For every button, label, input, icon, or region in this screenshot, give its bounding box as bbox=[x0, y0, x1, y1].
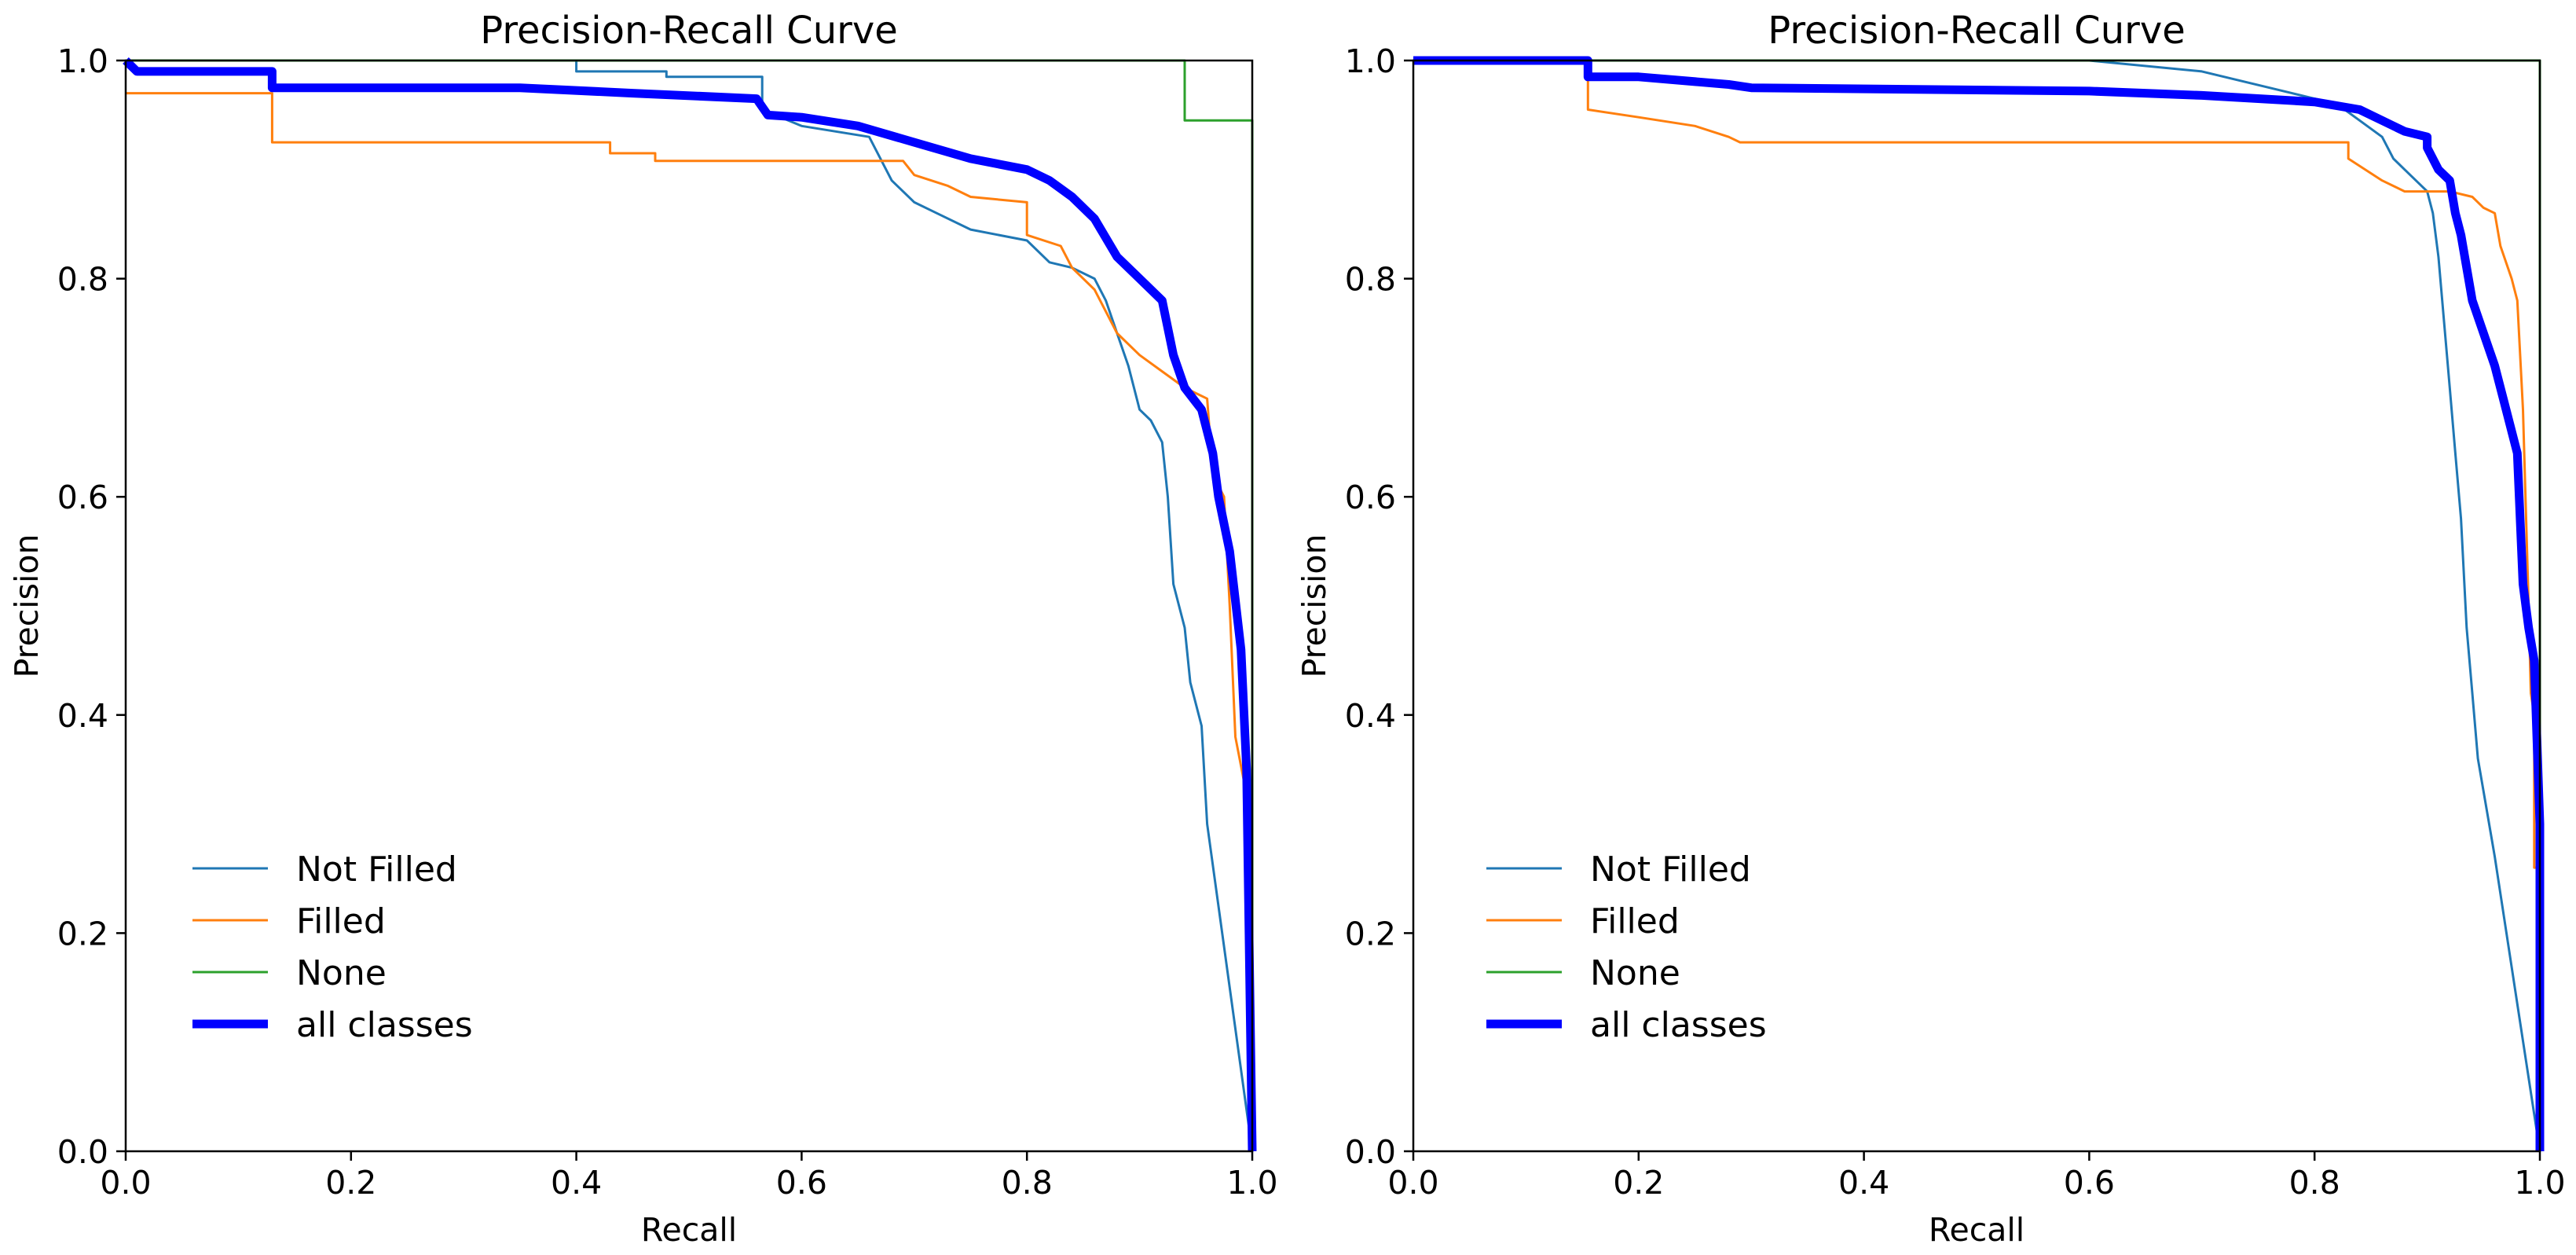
series-line-not-filled bbox=[126, 59, 1254, 1152]
x-tick-label: 0.6 bbox=[2064, 1164, 2115, 1202]
x-tick-label: 0.8 bbox=[1002, 1164, 1053, 1202]
y-tick-label: 0.6 bbox=[57, 479, 108, 516]
x-tick-label: 1.0 bbox=[2514, 1164, 2565, 1202]
legend-label-none: None bbox=[1590, 953, 1680, 993]
y-tick-label: 0.4 bbox=[57, 697, 108, 735]
series-line-all-classes bbox=[1413, 56, 2545, 1151]
y-tick-label: 0.2 bbox=[57, 915, 108, 952]
y-tick-label: 0.8 bbox=[1345, 261, 1396, 299]
legend-label-none: None bbox=[296, 953, 387, 993]
x-axis-label: Recall bbox=[1929, 1211, 2025, 1249]
legend-item-none: None bbox=[1486, 953, 1680, 993]
chart-panel-right: 0.0 0.2 0.4 0.6 0.8 1.0 0.0 0.2 0.4 0.6 0.8 1.0 Prec… bbox=[1295, 9, 2566, 1249]
legend-label-not-filled: Not Filled bbox=[296, 850, 457, 890]
axes-frame bbox=[1412, 59, 2541, 1153]
x-tick-label: 1.0 bbox=[1226, 1164, 1277, 1202]
legend-item-not-filled: Not Filled bbox=[1486, 850, 1751, 890]
series-line-all-classes bbox=[123, 57, 1257, 1152]
legend-label-filled: Filled bbox=[296, 901, 386, 941]
x-tick-label: 0.6 bbox=[776, 1164, 827, 1202]
y-tick-label: 0.4 bbox=[1345, 697, 1396, 735]
y-tick-label: 1.0 bbox=[57, 42, 108, 80]
x-tick-label: 0.2 bbox=[325, 1164, 376, 1202]
x-tick-label: 0.4 bbox=[551, 1164, 602, 1202]
x-axis-label: Recall bbox=[641, 1211, 737, 1249]
chart-title: Precision-Recall Curve bbox=[1768, 9, 2186, 53]
y-axis-label: Precision bbox=[8, 534, 46, 678]
x-tick-label: 0.8 bbox=[2289, 1164, 2340, 1202]
legend-label-all-classes: all classes bbox=[1590, 1005, 1767, 1045]
chart-title: Precision-Recall Curve bbox=[480, 9, 898, 53]
y-tick-label: 0.8 bbox=[57, 261, 108, 299]
y-tick-label: 1.0 bbox=[1345, 42, 1396, 80]
x-tick-label: 0.4 bbox=[1838, 1164, 1889, 1202]
y-axis-label: Precision bbox=[1295, 534, 1333, 678]
legend-item-not-filled: Not Filled bbox=[192, 850, 457, 890]
chart-panel-left: 0.0 0.2 0.4 0.6 0.8 1.0 0.0 0.2 0.4 0.6 0.8 1.0 Prec… bbox=[8, 9, 1278, 1249]
legend-item-filled: Filled bbox=[1486, 901, 1680, 941]
legend-item-all-classes: all classes bbox=[1486, 1005, 1767, 1045]
legend-item-none: None bbox=[192, 953, 387, 993]
legend-item-all-classes: all classes bbox=[192, 1005, 473, 1045]
legend: Not Filled Filled None all classes bbox=[1486, 850, 1767, 1045]
y-tick-label: 0.2 bbox=[1345, 915, 1396, 952]
legend: Not Filled Filled None all classes bbox=[192, 850, 473, 1045]
y-tick-label: 0.0 bbox=[1345, 1133, 1396, 1171]
y-tick-label: 0.0 bbox=[57, 1133, 108, 1171]
legend-label-not-filled: Not Filled bbox=[1590, 850, 1751, 890]
axes-frame bbox=[124, 59, 1254, 1153]
x-tick-label: 0.0 bbox=[100, 1164, 151, 1202]
legend-label-filled: Filled bbox=[1590, 901, 1680, 941]
x-tick-label: 0.2 bbox=[1613, 1164, 1664, 1202]
x-tick-label: 0.0 bbox=[1387, 1164, 1438, 1202]
legend-label-all-classes: all classes bbox=[296, 1005, 473, 1045]
legend-item-filled: Filled bbox=[192, 901, 386, 941]
y-tick-label: 0.6 bbox=[1345, 479, 1396, 516]
